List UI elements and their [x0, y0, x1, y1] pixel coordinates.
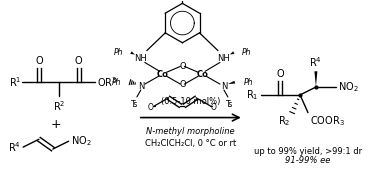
Polygon shape [228, 81, 235, 84]
Text: Ph: Ph [112, 78, 121, 87]
Text: (0.5-10 mol%): (0.5-10 mol%) [161, 97, 220, 106]
Polygon shape [314, 71, 318, 87]
Text: NH: NH [135, 54, 147, 63]
Text: R$^1$: R$^1$ [9, 75, 21, 89]
Text: R$_2$: R$_2$ [278, 115, 290, 128]
Text: Co: Co [196, 70, 208, 79]
Text: Ph: Ph [244, 78, 253, 87]
Polygon shape [230, 51, 234, 55]
Text: NO$_2$: NO$_2$ [71, 134, 91, 148]
Text: Ts: Ts [226, 100, 234, 109]
Text: O: O [179, 62, 186, 71]
Text: OR$^3$: OR$^3$ [97, 75, 118, 89]
Text: O: O [276, 69, 284, 79]
Text: CH₂ClCH₂Cl, 0 °C or rt: CH₂ClCH₂Cl, 0 °C or rt [145, 139, 236, 148]
Text: R$^2$: R$^2$ [53, 99, 65, 113]
Text: O: O [35, 56, 43, 66]
Text: O: O [75, 56, 82, 66]
Text: R$^4$: R$^4$ [310, 55, 322, 69]
Text: N: N [138, 82, 144, 91]
Text: O: O [179, 80, 186, 89]
Text: up to 99% yield, >99:1 dr: up to 99% yield, >99:1 dr [254, 147, 362, 156]
Text: Ph: Ph [113, 48, 123, 57]
Text: N-methyl morpholine: N-methyl morpholine [147, 127, 235, 136]
Text: NH: NH [218, 54, 230, 63]
Text: Ph: Ph [242, 48, 251, 57]
Text: 91-99% ee: 91-99% ee [285, 156, 331, 165]
Text: N: N [221, 82, 227, 91]
Text: Ts: Ts [131, 100, 139, 109]
Text: Co: Co [156, 70, 169, 79]
Text: O: O [148, 103, 154, 112]
Text: O: O [211, 103, 217, 112]
Text: NO$_2$: NO$_2$ [338, 80, 358, 94]
Text: COOR$_3$: COOR$_3$ [310, 115, 345, 128]
Polygon shape [130, 51, 135, 55]
Text: R$_1$: R$_1$ [246, 88, 259, 102]
Text: R$^4$: R$^4$ [8, 140, 21, 154]
Text: +: + [51, 118, 61, 131]
